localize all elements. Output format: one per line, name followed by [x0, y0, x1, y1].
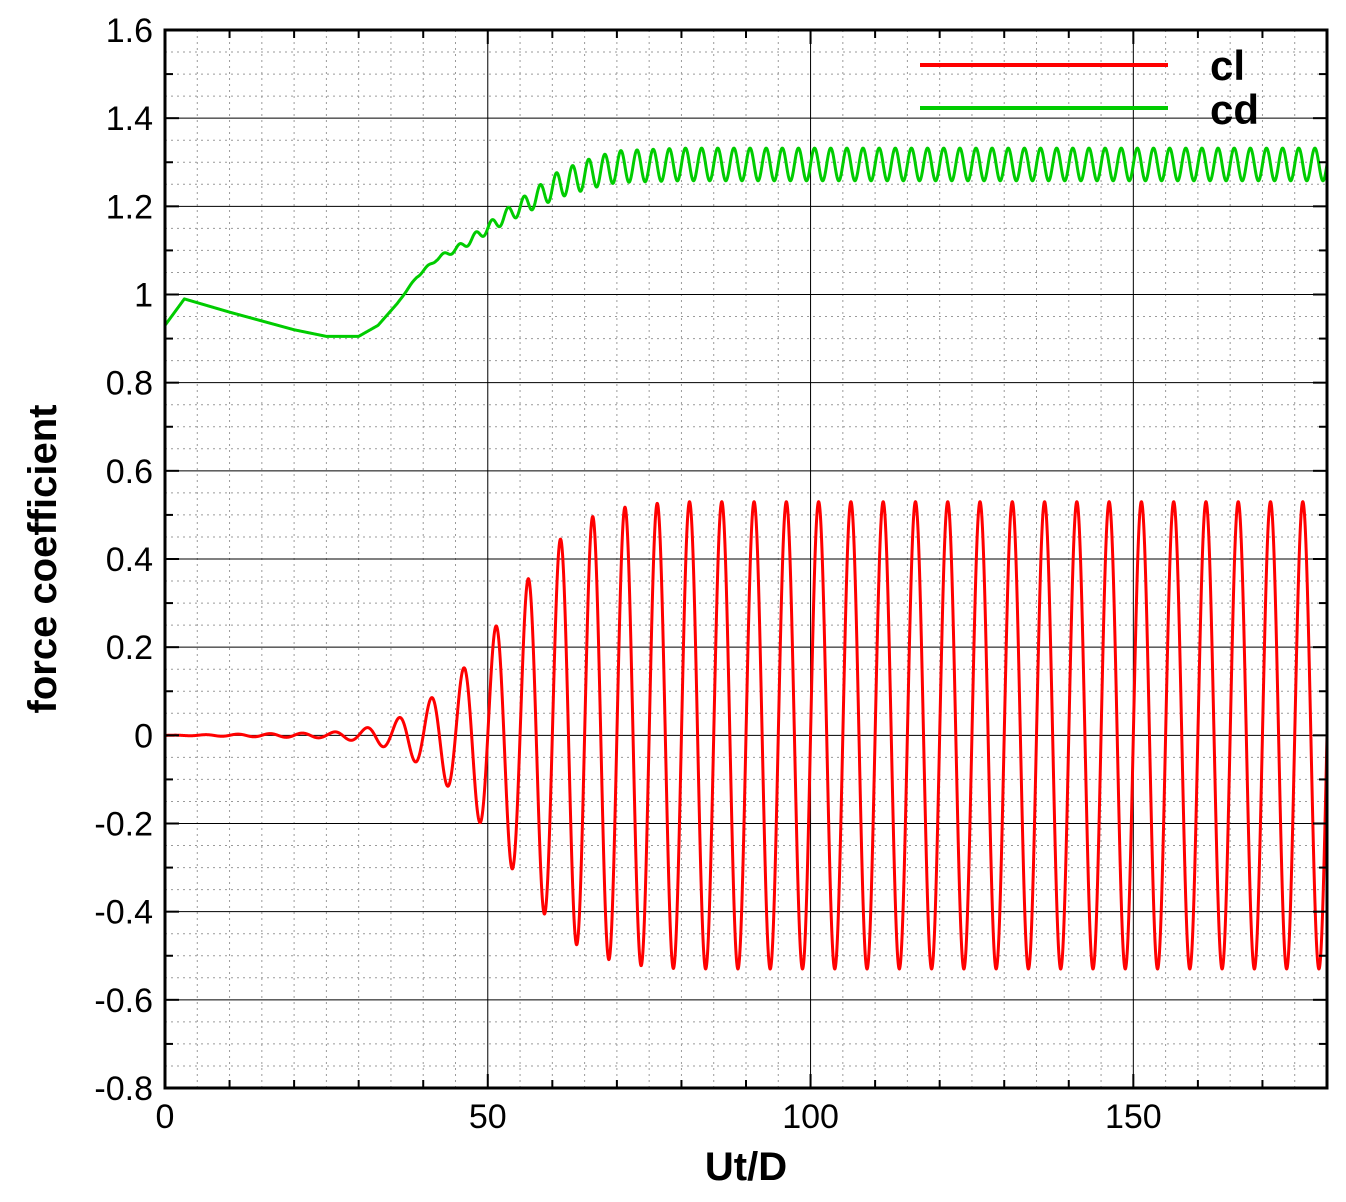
y-tick-label: -0.4	[94, 894, 153, 932]
legend-label-cl: cl	[1210, 42, 1245, 89]
y-tick-label: -0.2	[94, 806, 153, 844]
y-tick-label: -0.6	[94, 982, 153, 1020]
grid	[164, 29, 1328, 1089]
y-tick-label: 0.2	[106, 629, 153, 667]
y-tick-label: 0.6	[106, 453, 153, 491]
y-axis-title: force coefficient	[21, 405, 65, 714]
x-tick-label: 150	[1105, 1098, 1162, 1136]
x-axis-title: Ut/D	[705, 1145, 787, 1189]
series-layer	[163, 146, 1329, 971]
y-tick-label: 1	[134, 277, 153, 315]
x-tick-label: 50	[469, 1098, 507, 1136]
ticks	[164, 29, 1328, 1089]
x-tick-label: 0	[156, 1098, 175, 1136]
y-tick-label: 1.4	[106, 100, 153, 138]
y-tick-label: -0.8	[94, 1070, 153, 1108]
y-tick-label: 0.8	[106, 365, 153, 403]
series-line-cd	[163, 146, 1329, 338]
series-line-cl	[163, 500, 1329, 971]
x-tick-label: 100	[782, 1098, 839, 1136]
legend-label-cd: cd	[1210, 86, 1259, 133]
y-tick-label: 0.4	[106, 541, 153, 579]
y-tick-label: 1.6	[106, 12, 153, 50]
tick-labels: 0 50 100 150 -0.8 -0.6 -0.4 -0.2 0 0.2 0.4 0.6 0.8 1 1…	[94, 12, 1161, 1136]
y-tick-label: 0	[134, 717, 153, 755]
y-tick-label: 1.2	[106, 188, 153, 226]
legend: cl cd	[920, 42, 1259, 133]
